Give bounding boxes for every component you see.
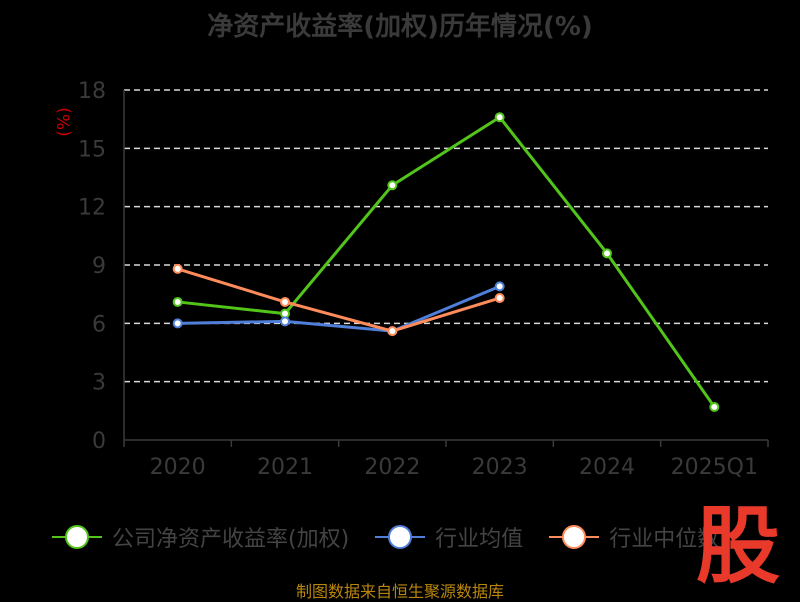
data-point-2-3 xyxy=(494,293,505,304)
data-point-1-0 xyxy=(172,318,183,329)
x-tick-label-5: 2025Q1 xyxy=(671,455,758,480)
source-note: 制图数据来自恒生聚源数据库 xyxy=(295,582,504,601)
x-tick-label-3: 2023 xyxy=(472,455,528,480)
y-axis-unit: (%) xyxy=(54,107,75,137)
y-tick-label-6: 18 xyxy=(78,79,106,104)
data-point-0-4 xyxy=(602,248,612,259)
legend-swatch-industry-mean xyxy=(375,524,426,550)
y-tick-label-3: 9 xyxy=(92,254,106,279)
x-tick-label-2: 2022 xyxy=(364,455,420,480)
axes: 0 3 6 9 12 15 18 2020 2021 2022 2023 2024 2025Q1 xyxy=(78,79,769,480)
y-tick-label-4: 12 xyxy=(78,196,106,221)
legend-label-industry-median: 行业中位数 xyxy=(609,527,720,552)
y-tick-label-1: 3 xyxy=(92,371,106,396)
legend: 公司净资产收益率(加权) 行业均值 行业中位数 xyxy=(52,520,745,554)
legend-item-industry-mean[interactable]: 行业均值 xyxy=(375,521,523,553)
series-line-0 xyxy=(177,115,716,408)
legend-label-company: 公司净资产收益率(加权) xyxy=(112,527,350,552)
legend-item-industry-median[interactable]: 行业中位数 xyxy=(549,521,719,553)
legend-label-industry-mean: 行业均值 xyxy=(435,527,524,552)
data-point-2-1 xyxy=(280,296,290,307)
legend-swatch-industry-median xyxy=(549,524,600,550)
data-point-0-2 xyxy=(387,180,398,191)
y-tick-label-0: 0 xyxy=(92,429,106,454)
series-lines xyxy=(172,112,720,412)
legend-item-company[interactable]: 公司净资产收益率(加权) xyxy=(52,521,349,553)
x-tick-label-4: 2024 xyxy=(579,455,635,480)
x-tick-label-1: 2021 xyxy=(257,455,313,480)
x-tick-label-0: 2020 xyxy=(150,455,206,480)
brand-logo: 股 xyxy=(695,497,780,595)
legend-swatch-company xyxy=(52,524,102,550)
data-point-0-5 xyxy=(709,401,720,412)
data-point-2-2 xyxy=(387,326,398,337)
data-point-0-0 xyxy=(172,296,183,307)
y-tick-label-5: 15 xyxy=(78,137,106,162)
data-point-1-3 xyxy=(494,281,505,292)
data-point-0-3 xyxy=(494,112,505,123)
data-point-1-1 xyxy=(280,316,290,327)
y-tick-label-2: 6 xyxy=(92,312,106,337)
grid-lines xyxy=(124,89,768,383)
series-line-1 xyxy=(177,285,501,333)
data-point-2-0 xyxy=(172,263,183,274)
series-line-2 xyxy=(177,267,501,333)
chart-title: 净资产收益率(加权)历年情况(%) xyxy=(207,12,593,42)
